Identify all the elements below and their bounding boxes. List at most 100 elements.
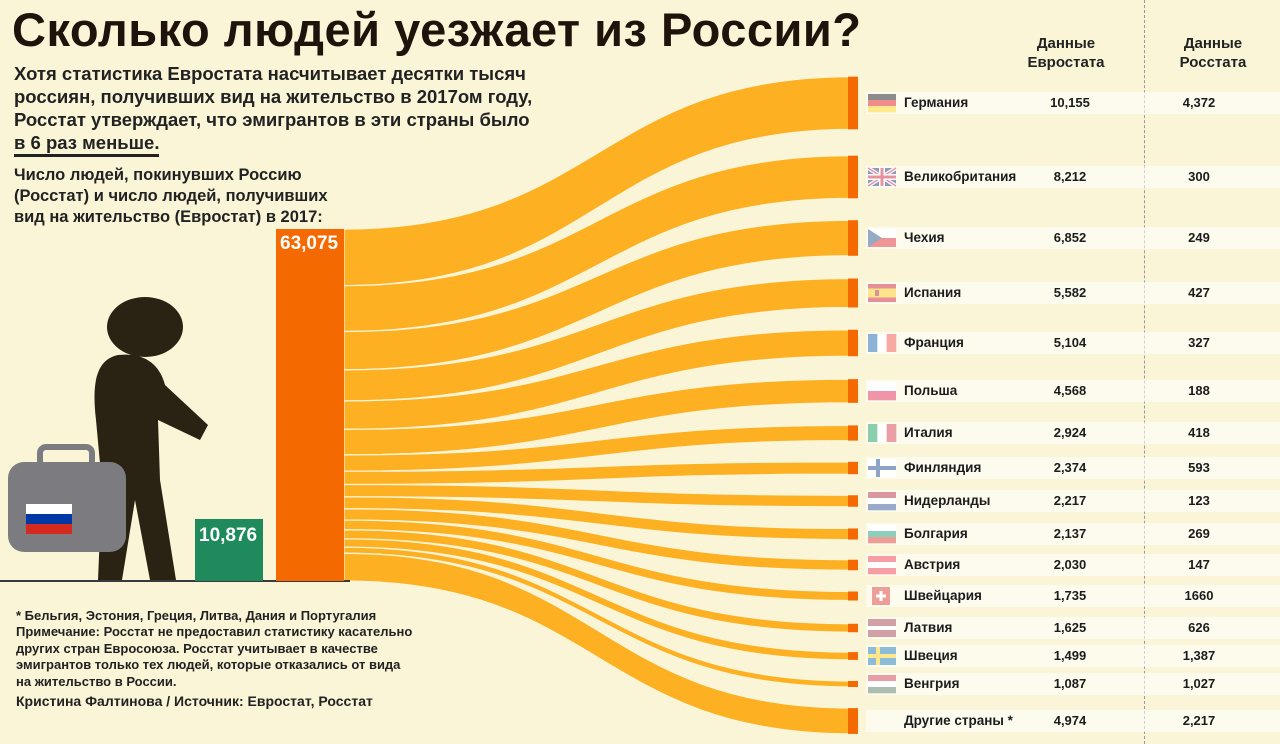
row-background <box>866 645 1280 667</box>
flow-se <box>343 538 853 661</box>
flow-at <box>343 508 853 571</box>
eurostat-value: 5,104 <box>1053 335 1087 350</box>
rosstat-value: 418 <box>1188 425 1210 440</box>
target-marker <box>848 329 858 357</box>
column-divider <box>1144 0 1145 744</box>
target-marker <box>848 425 858 441</box>
country-label: Нидерланды <box>904 493 991 508</box>
rosstat-value: 123 <box>1188 493 1210 508</box>
row-background <box>866 490 1280 512</box>
footnotes: * Бельгия, Эстония, Греция, Литва, Дания… <box>16 608 486 709</box>
flow-other <box>343 552 853 735</box>
rosstat-header-line-2: Росстата <box>1179 54 1247 71</box>
chart-subtitle: Число людей, покинувших Россию (Росстат)… <box>14 165 374 228</box>
intro-line-4: в 6 раз меньше. <box>14 132 160 157</box>
row-background <box>866 422 1280 444</box>
eurostat-column-header: Данные Евростата <box>1006 34 1126 72</box>
subtitle-line-2: (Росстат) и число людей, получивших <box>14 187 328 205</box>
row-background <box>866 585 1280 607</box>
subtitle-line-3: вид на жительство (Евростат) в 2017: <box>14 208 323 226</box>
rosstat-value: 269 <box>1188 526 1210 541</box>
rosstat-value: 249 <box>1188 230 1210 245</box>
eurostat-value: 2,137 <box>1053 526 1087 541</box>
rosstat-value: 593 <box>1188 460 1210 475</box>
row-background <box>866 673 1280 695</box>
country-label: Болгария <box>904 526 968 541</box>
target-marker <box>848 220 858 256</box>
flow-fi <box>343 461 853 486</box>
target-marker <box>848 461 858 475</box>
rosstat-column-header: Данные Росстата <box>1153 34 1273 72</box>
eurostat-value: 5,582 <box>1053 285 1087 300</box>
country-label: Австрия <box>904 557 961 572</box>
country-label: Чехия <box>904 230 945 245</box>
eurostat-value: 6,852 <box>1053 230 1087 245</box>
target-marker <box>848 495 858 507</box>
eurostat-value: 2,217 <box>1053 493 1087 508</box>
credit-line: Кристина Фалтинова / Источник: Евростат,… <box>16 693 373 710</box>
eurostat-value: 8,212 <box>1053 169 1087 184</box>
eurostat-total-bar <box>276 229 344 581</box>
row-background <box>866 332 1280 354</box>
country-label: Германия <box>904 95 969 110</box>
rosstat-value: 327 <box>1188 335 1210 350</box>
country-label: Италия <box>904 425 953 440</box>
row-background <box>866 617 1280 639</box>
rosstat-value: 2,217 <box>1182 713 1216 728</box>
rosstat-value: 147 <box>1188 557 1210 572</box>
rosstat-value: 1,027 <box>1182 676 1216 691</box>
eurostat-value: 1,087 <box>1053 676 1087 691</box>
rosstat-total-label: 10,876 <box>199 525 258 546</box>
intro-line-1: Хотя статистика Евростата насчитывает де… <box>14 63 526 84</box>
rosstat-value: 188 <box>1188 383 1210 398</box>
target-marker <box>848 76 858 130</box>
rosstat-header-line-1: Данные <box>1183 35 1243 52</box>
subtitle-line-1: Число людей, покинувших Россию <box>14 166 302 184</box>
target-marker <box>848 652 858 660</box>
country-label: Великобритания <box>904 169 1017 184</box>
row-background <box>866 457 1280 479</box>
eurostat-total-label: 63,075 <box>280 233 339 254</box>
note-line-4: эмигрантов только тех людей, которые отк… <box>16 657 401 673</box>
flow-group <box>343 76 853 735</box>
country-label: Латвия <box>904 620 953 635</box>
note-line-3: других стран Евросоюза. Росстат учитывае… <box>16 640 378 656</box>
eurostat-value: 1,735 <box>1053 588 1087 603</box>
target-marker <box>848 591 858 601</box>
rosstat-value: 1,387 <box>1182 648 1216 663</box>
country-label: Финляндия <box>904 460 982 475</box>
row-background <box>866 227 1280 249</box>
country-label: Швейцария <box>904 588 982 603</box>
eurostat-value: 10,155 <box>1050 95 1090 110</box>
target-marker <box>848 528 858 540</box>
country-label: Венгрия <box>904 676 960 691</box>
country-label: Польша <box>904 383 958 398</box>
eurostat-value: 2,030 <box>1053 557 1087 572</box>
target-marker <box>848 708 858 734</box>
rosstat-value: 626 <box>1188 620 1210 635</box>
target-marker <box>848 379 858 403</box>
intro-line-2: россиян, получивших вид на жительство в … <box>14 86 533 107</box>
flow-cz <box>343 219 853 371</box>
figure-head <box>107 297 183 357</box>
russia-flag-icon <box>26 504 72 534</box>
flow-fr <box>343 329 853 430</box>
country-label: Другие страны * <box>904 713 1013 728</box>
note-line-2: Примечание: Росстат не предоставил стати… <box>16 624 413 640</box>
suitcase-handle <box>37 444 95 470</box>
eurostat-header-line-2: Евростата <box>1027 54 1105 71</box>
row-background <box>866 282 1280 304</box>
row-background <box>866 166 1280 188</box>
target-markers <box>848 76 858 734</box>
rosstat-total-bar <box>195 519 263 581</box>
eurostat-value: 4,568 <box>1053 383 1087 398</box>
row-background <box>866 523 1280 545</box>
target-marker <box>848 681 858 687</box>
note-line-5: на жительство в России. <box>16 673 177 689</box>
rosstat-value: 300 <box>1188 169 1210 184</box>
page-title: Сколько людей уезжает из России? <box>12 3 862 56</box>
row-background <box>866 554 1280 576</box>
target-marker <box>848 623 858 633</box>
eurostat-value: 2,374 <box>1053 460 1087 475</box>
